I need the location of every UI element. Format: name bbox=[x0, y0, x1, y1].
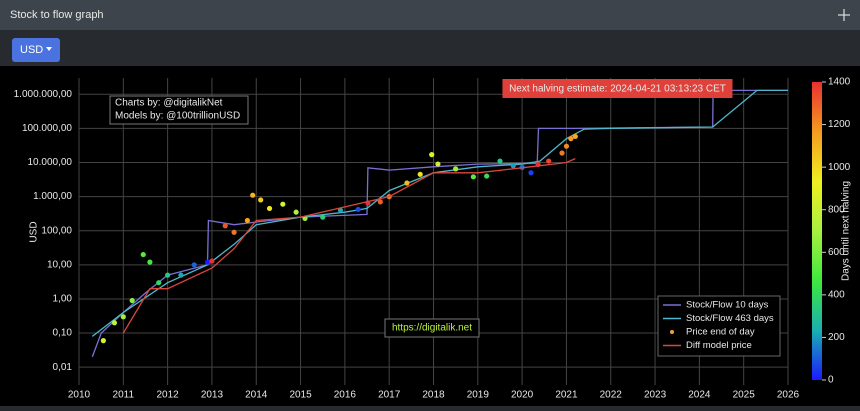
x-tick-label: 2019 bbox=[467, 390, 490, 401]
credits-line: Models by: @100trillionUSD bbox=[115, 111, 240, 122]
y-tick-label: 100,00 bbox=[41, 225, 72, 236]
price-point bbox=[222, 223, 228, 229]
y-tick-label: 100.000,00 bbox=[22, 123, 72, 134]
price-point bbox=[302, 215, 308, 221]
header-bar bbox=[0, 0, 860, 30]
y-tick-label: 10.000,00 bbox=[28, 157, 73, 168]
price-point bbox=[497, 158, 503, 164]
price-point bbox=[528, 170, 534, 176]
x-tick-label: 2018 bbox=[422, 390, 445, 401]
price-point bbox=[231, 229, 237, 235]
legend-label: Diff model price bbox=[686, 340, 752, 351]
legend-label: Price end of day bbox=[686, 327, 755, 338]
button-bg[interactable] bbox=[12, 38, 60, 62]
colorbar-tick-label: 0 bbox=[828, 375, 834, 386]
price-point bbox=[293, 209, 299, 215]
y-tick-label: 10,00 bbox=[47, 259, 72, 270]
x-tick-label: 2013 bbox=[201, 390, 224, 401]
series-line bbox=[122, 158, 576, 334]
link-note: https://digitalik.net bbox=[392, 323, 472, 334]
caret[interactable] bbox=[46, 47, 52, 51]
price-point bbox=[209, 258, 215, 264]
legend-label: Stock/Flow 463 days bbox=[686, 313, 774, 324]
y-tick-label: 0,01 bbox=[53, 362, 73, 373]
legend-swatch bbox=[670, 330, 674, 334]
price-point bbox=[129, 297, 135, 304]
credits-line: Charts by: @digitalikNet bbox=[115, 98, 223, 109]
price-point bbox=[429, 152, 435, 158]
price-point bbox=[204, 259, 211, 265]
colorbar-title: Days until next halving bbox=[841, 181, 852, 281]
price-point bbox=[156, 280, 162, 286]
y-tick-label: 1.000.000,00 bbox=[14, 89, 73, 100]
price-point bbox=[111, 320, 118, 326]
button-label[interactable]: USD bbox=[20, 44, 43, 56]
price-point bbox=[140, 251, 146, 258]
x-tick-label: 2016 bbox=[334, 390, 357, 401]
halving-box bbox=[502, 79, 733, 98]
halving-note: Next halving estimate: 2024-04-21 03:13:… bbox=[509, 84, 726, 95]
y-axis-title: USD bbox=[29, 221, 40, 242]
link-box bbox=[384, 318, 480, 338]
legend-label: Stock/Flow 10 days bbox=[686, 300, 769, 311]
price-point bbox=[510, 163, 516, 169]
price-point bbox=[453, 166, 459, 172]
x-tick-label: 2022 bbox=[600, 390, 623, 401]
x-tick-label: 2021 bbox=[555, 390, 578, 401]
x-tick-label: 2017 bbox=[378, 390, 401, 401]
colorbar bbox=[812, 82, 822, 380]
price-point bbox=[484, 173, 490, 179]
x-tick-label: 2015 bbox=[289, 390, 312, 401]
colorbar-tick-label: 1400 bbox=[828, 77, 851, 88]
currency-button[interactable]: USD bbox=[12, 38, 60, 62]
price-point bbox=[258, 197, 264, 203]
x-tick-label: 2025 bbox=[733, 390, 756, 401]
series-line bbox=[91, 89, 788, 358]
colorbar-tick-label: 800 bbox=[828, 204, 845, 215]
price-point bbox=[100, 338, 106, 344]
x-tick-label: 2023 bbox=[644, 390, 667, 401]
colorbar-tick-label: 1200 bbox=[828, 119, 851, 130]
move-icon[interactable] bbox=[838, 9, 850, 21]
price-point bbox=[244, 217, 250, 224]
price-point bbox=[120, 314, 126, 320]
colorbar-tick-label: 1000 bbox=[828, 162, 851, 173]
colorbar-tick-label: 200 bbox=[828, 332, 845, 343]
price-point bbox=[470, 174, 476, 180]
price-point bbox=[572, 133, 578, 140]
credits-box bbox=[109, 95, 249, 125]
price-point bbox=[266, 205, 273, 212]
price-point bbox=[250, 192, 256, 198]
x-tick-label: 2026 bbox=[777, 390, 800, 401]
x-tick-label: 2011 bbox=[113, 390, 135, 401]
price-point bbox=[280, 201, 286, 207]
header-title: Stock to flow graph bbox=[10, 9, 104, 21]
x-tick-label: 2012 bbox=[157, 390, 180, 401]
y-tick-label: 0,10 bbox=[53, 328, 73, 339]
x-tick-label: 2010 bbox=[68, 390, 91, 401]
price-point bbox=[191, 262, 197, 268]
price-point bbox=[417, 171, 423, 177]
x-tick-label: 2024 bbox=[688, 390, 711, 401]
price-point bbox=[435, 161, 441, 167]
price-point bbox=[568, 136, 574, 142]
price-point bbox=[320, 214, 326, 220]
price-point bbox=[404, 180, 410, 186]
price-point bbox=[377, 199, 383, 205]
x-tick-label: 2020 bbox=[511, 390, 534, 401]
price-point bbox=[355, 206, 361, 213]
x-tick-label: 2014 bbox=[245, 390, 268, 401]
colorbar-tick-label: 400 bbox=[828, 289, 845, 300]
colorbar-tick-label: 600 bbox=[828, 247, 845, 258]
price-point bbox=[546, 158, 552, 164]
y-tick-label: 1,00 bbox=[53, 294, 73, 305]
price-point bbox=[178, 272, 184, 278]
y-tick-label: 1.000,00 bbox=[33, 191, 72, 202]
price-point bbox=[165, 272, 171, 278]
price-point bbox=[147, 259, 153, 265]
price-point bbox=[563, 143, 570, 149]
price-point bbox=[559, 150, 565, 156]
